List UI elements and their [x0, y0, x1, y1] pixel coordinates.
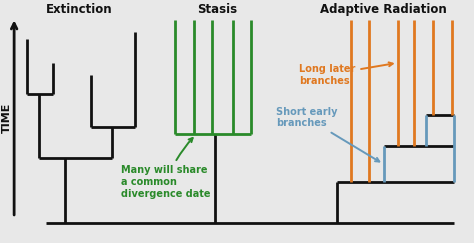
Text: TIME: TIME	[2, 103, 12, 133]
Text: Short early
branches: Short early branches	[276, 107, 379, 162]
Text: Adaptive Radiation: Adaptive Radiation	[320, 3, 447, 16]
Text: Long later
branches: Long later branches	[299, 62, 393, 86]
Text: Many will share
a common
divergence date: Many will share a common divergence date	[121, 138, 210, 199]
Text: Stasis: Stasis	[197, 3, 237, 16]
Text: Extinction: Extinction	[46, 3, 112, 16]
